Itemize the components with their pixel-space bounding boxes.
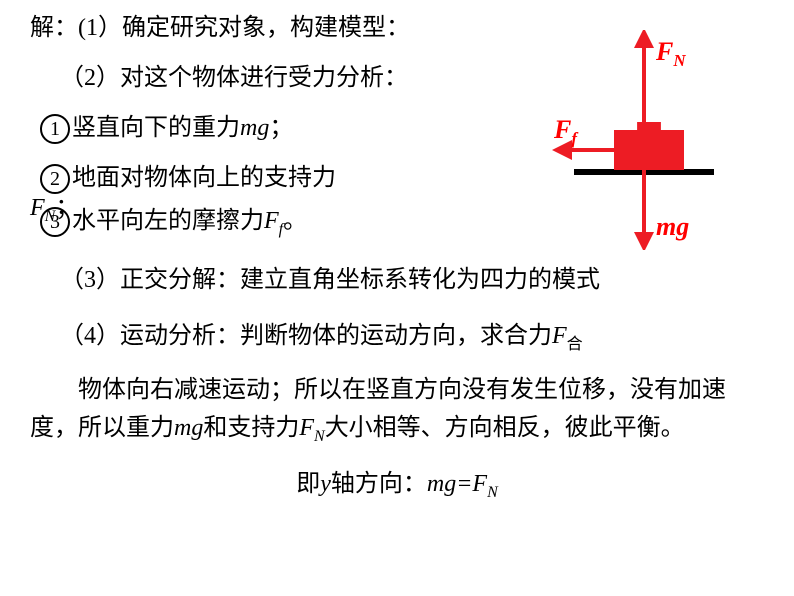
force-3-text: 水平向左的摩擦力: [72, 208, 264, 234]
force-1-var: mg: [240, 115, 269, 141]
force-3-post: 。: [283, 208, 307, 234]
paragraph-1: 物体向右减速运动；所以在竖直方向没有发生位移，没有加速度，所以重力mg和支持力F…: [30, 372, 764, 449]
force-diagram: FN Ff mg: [494, 30, 734, 250]
force-1-text: 竖直向下的重力: [72, 115, 240, 141]
eq-N: N: [487, 484, 498, 501]
step-4-text: （4）运动分析：判断物体的运动方向，求合力: [60, 323, 552, 349]
force-2-text: 地面对物体向上的支持力: [72, 165, 336, 191]
svg-text:mg: mg: [656, 212, 689, 241]
p1-c: 大小相等、方向相反，彼此平衡。: [325, 415, 685, 441]
eq-mid: 轴方向：: [331, 471, 427, 497]
circle-1: 1: [40, 114, 70, 144]
step-4-sub: 合: [567, 335, 583, 352]
svg-text:FN: FN: [655, 37, 686, 70]
force-1: 1竖直向下的重力mg；: [30, 110, 450, 146]
force-diagram-svg: FN Ff mg: [494, 30, 734, 250]
p1-mg: mg: [174, 415, 203, 441]
equation-line: 即y轴方向：mg=FN: [30, 463, 764, 502]
force-3-F: F: [264, 208, 279, 234]
eq-pre: 即: [296, 471, 320, 497]
force-1-post: ；: [269, 115, 293, 141]
step-4: （4）运动分析：判断物体的运动方向，求合力F合: [30, 318, 764, 357]
step-4-F: F: [552, 323, 567, 349]
step-3: （3）正交分解：建立直角坐标系转化为四力的模式: [30, 262, 764, 298]
p1-F: F: [299, 415, 314, 441]
svg-text:Ff: Ff: [553, 115, 579, 148]
p1-N: N: [314, 427, 325, 444]
eq-y: y: [320, 471, 331, 497]
eq-mg: mg=F: [427, 471, 487, 497]
circle-3: 3: [40, 207, 70, 237]
p1-b: 和支持力: [203, 415, 299, 441]
